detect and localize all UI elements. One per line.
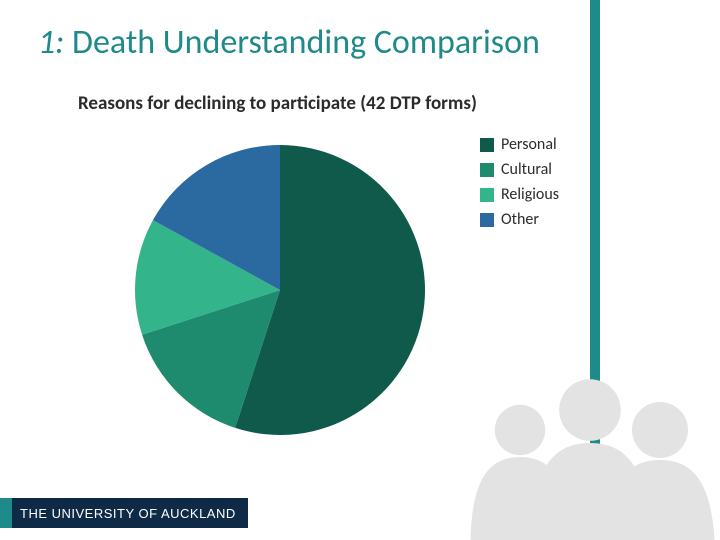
legend-item-other: Other [480,210,559,229]
legend-label: Personal [501,135,557,154]
legend-item-religious: Religious [480,185,559,204]
legend-label: Other [501,210,539,229]
slide: 1: Death Understanding Comparison Reason… [0,0,720,540]
slide-title: 1: Death Understanding Comparison [38,22,540,63]
legend-swatch [480,188,494,202]
university-logo-text: THE UNIVERSITY OF AUCKLAND [20,506,236,521]
legend-swatch [480,213,494,227]
slide-title-text: Death Understanding Comparison [64,22,540,63]
chart-title: Reasons for declining to participate (42… [78,92,477,115]
legend-swatch [480,163,494,177]
legend-item-personal: Personal [480,135,559,154]
slide-title-prefix: 1: [38,22,64,63]
legend-swatch [480,138,494,152]
accent-bar-right [590,0,600,540]
legend-label: Cultural [501,160,552,179]
footer: THE UNIVERSITY OF AUCKLAND [0,498,248,528]
legend: Personal Cultural Religious Other [480,135,559,235]
legend-item-cultural: Cultural [480,160,559,179]
pie-chart [130,140,430,440]
footer-accent [0,498,12,528]
university-logo: THE UNIVERSITY OF AUCKLAND [12,498,248,528]
legend-label: Religious [501,185,559,204]
pie-svg [130,140,430,440]
